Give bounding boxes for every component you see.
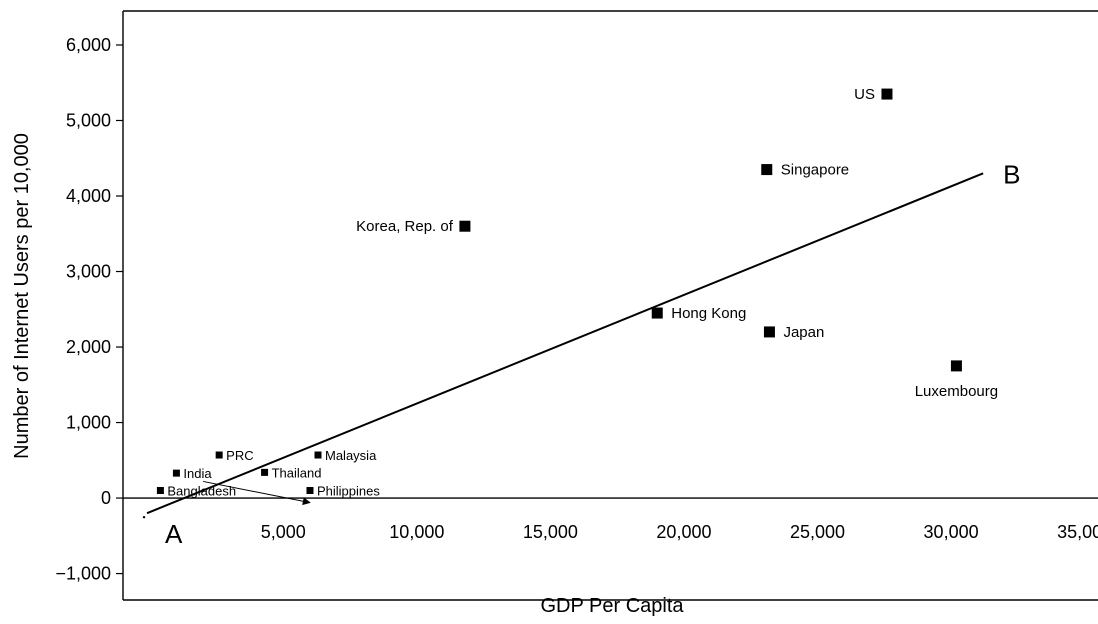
- data-point: [459, 220, 471, 232]
- data-point-label: Japan: [783, 324, 824, 341]
- trend-start-label: A: [165, 519, 183, 549]
- trend-end-label: B: [1003, 159, 1020, 189]
- y-tick-label: 3,000: [66, 262, 111, 282]
- data-point: [761, 164, 773, 176]
- x-tick-label: 35,000: [1057, 522, 1098, 542]
- data-point-label: Thailand: [272, 465, 322, 480]
- data-point: [881, 88, 893, 100]
- data-point-label: Luxembourg: [915, 383, 998, 400]
- trend-line: [146, 172, 984, 515]
- y-tick-label: 4,000: [66, 186, 111, 206]
- data-point: [172, 469, 180, 477]
- data-point: [314, 451, 322, 459]
- x-tick-label: 25,000: [790, 522, 845, 542]
- x-axis-title: GDP Per Capita: [540, 595, 684, 617]
- data-point-label: PRC: [226, 448, 253, 463]
- data-point-label: India: [183, 466, 212, 481]
- data-point-label: Korea, Rep. of: [356, 218, 454, 235]
- data-point: [306, 487, 314, 495]
- data-point: [950, 360, 962, 372]
- y-axis-title: Number of Internet Users per 10,000: [11, 133, 33, 459]
- y-tick-label: 1,000: [66, 413, 111, 433]
- data-point: [763, 326, 775, 338]
- x-tick-label: 5,000: [261, 522, 306, 542]
- data-point-label: Singapore: [781, 162, 849, 179]
- x-tick-label: 30,000: [924, 522, 979, 542]
- data-point: [261, 468, 269, 476]
- data-point: [651, 307, 663, 319]
- y-tick-label: −1,000: [55, 564, 111, 584]
- x-tick-label: 10,000: [389, 522, 444, 542]
- annotation-arrow: [203, 480, 311, 506]
- x-tick-label: 15,000: [523, 522, 578, 542]
- y-tick-label: 6,000: [66, 35, 111, 55]
- data-point-label: US: [854, 86, 875, 103]
- y-tick-label: 0: [101, 488, 111, 508]
- data-point-label: Philippines: [317, 484, 380, 499]
- y-tick-label: 2,000: [66, 337, 111, 357]
- data-point: [215, 451, 223, 459]
- x-tick-label: 20,000: [656, 522, 711, 542]
- data-point-label: Bangladesh: [167, 484, 236, 499]
- data-point-label: Malaysia: [325, 448, 377, 463]
- data-point: [156, 487, 164, 495]
- trend-line-start-dot: [142, 515, 146, 519]
- y-tick-label: 5,000: [66, 110, 111, 130]
- data-point-label: Hong Kong: [671, 305, 746, 322]
